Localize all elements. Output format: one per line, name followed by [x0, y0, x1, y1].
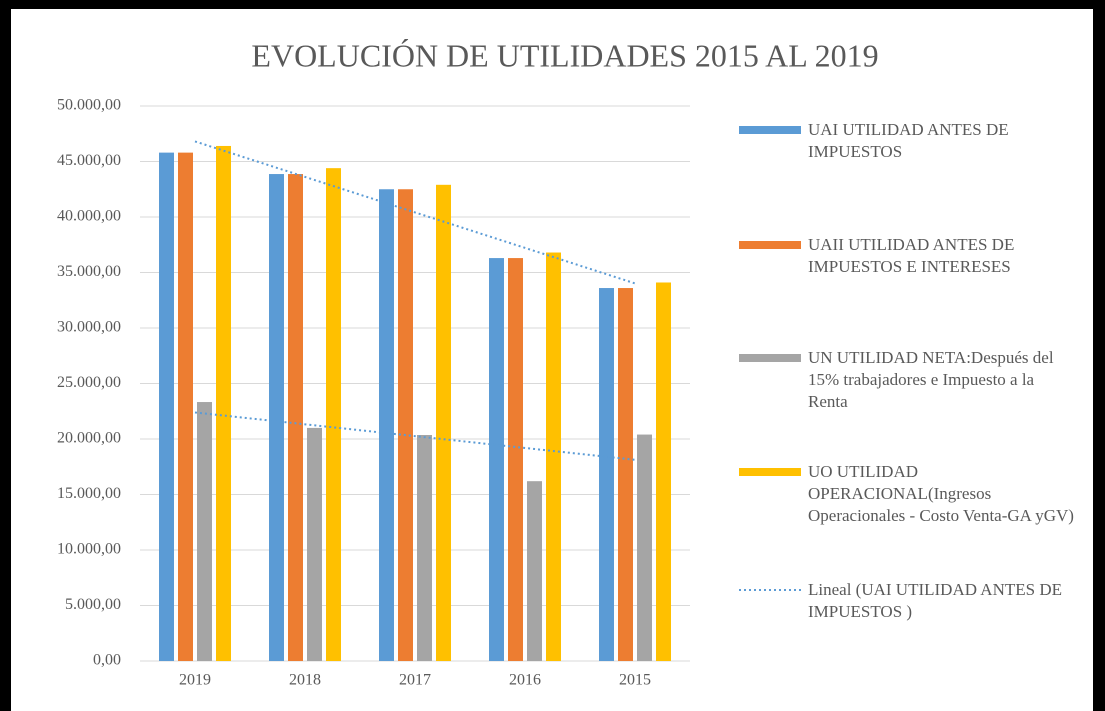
y-tick-label: 20.000,00 — [57, 430, 121, 447]
y-tick-label: 10.000,00 — [57, 541, 121, 558]
x-tick-label: 2015 — [619, 672, 651, 689]
y-tick-label: 25.000,00 — [57, 374, 121, 391]
bar — [197, 402, 212, 661]
y-tick-label: 40.000,00 — [57, 208, 121, 225]
bar — [178, 152, 193, 661]
legend-swatch — [739, 354, 801, 362]
x-tick-label: 2019 — [179, 672, 211, 689]
trend-line — [194, 411, 636, 461]
legend-label: UN UTILIDAD NETA:Después del 15% trabaja… — [808, 348, 1054, 411]
bar — [508, 258, 523, 661]
x-tick-label: 2018 — [289, 672, 321, 689]
trend-line — [194, 140, 636, 285]
bar — [637, 434, 652, 661]
x-tick-label: 2017 — [399, 672, 431, 689]
bar — [269, 174, 284, 661]
bar — [546, 252, 561, 661]
bar — [307, 427, 322, 661]
bar — [436, 184, 451, 661]
y-tick-label: 35.000,00 — [57, 263, 121, 280]
bar — [288, 174, 303, 661]
chart-area: EVOLUCIÓN DE UTILIDADES 2015 AL 2019 0,0… — [11, 9, 1093, 711]
bar — [159, 152, 174, 661]
bar — [216, 145, 231, 661]
legend-label: UAII UTILIDAD ANTES DE IMPUESTOS E INTER… — [808, 235, 1015, 276]
y-tick-label: 5.000,00 — [65, 596, 121, 613]
bar — [379, 189, 394, 661]
bar — [417, 435, 432, 661]
y-tick-label: 50.000,00 — [57, 97, 121, 114]
bar — [599, 288, 614, 661]
chart-title: EVOLUCIÓN DE UTILIDADES 2015 AL 2019 — [251, 37, 878, 73]
chart: EVOLUCIÓN DE UTILIDADES 2015 AL 2019 0,0… — [57, 37, 879, 689]
legend-swatch — [739, 241, 801, 249]
y-tick-label: 45.000,00 — [57, 152, 121, 169]
bar — [326, 168, 341, 661]
bar — [618, 288, 633, 661]
y-tick-label: 30.000,00 — [57, 319, 121, 336]
bar — [489, 258, 504, 661]
bar — [656, 282, 671, 661]
y-tick-label: 0,00 — [93, 652, 121, 669]
legend-label: UO UTILIDAD OPERACIONAL(Ingresos Operaci… — [808, 462, 1074, 525]
legend-swatch — [739, 126, 801, 134]
x-tick-label: 2016 — [509, 672, 541, 689]
bar — [398, 189, 413, 661]
y-tick-label: 15.000,00 — [57, 485, 121, 502]
legend-swatch — [739, 468, 801, 476]
legend-label: Lineal (UAI UTILIDAD ANTES DE IMPUESTOS … — [808, 580, 1062, 621]
legend-label: UAI UTILIDAD ANTES DE IMPUESTOS — [808, 120, 1009, 161]
bar — [527, 481, 542, 661]
